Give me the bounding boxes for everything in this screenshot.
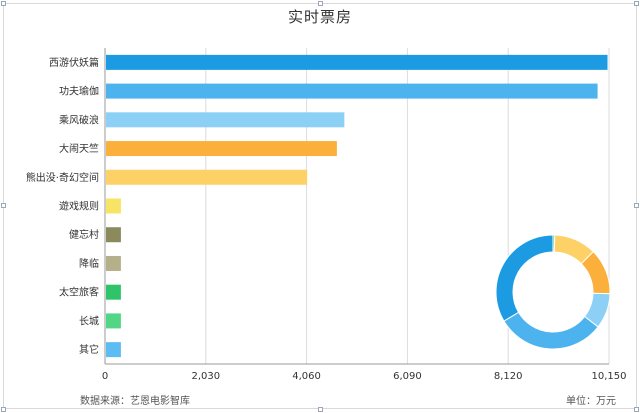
resize-handle[interactable] bbox=[1, 407, 6, 412]
x-tick-label: 4,060 bbox=[292, 371, 321, 382]
bar bbox=[106, 112, 345, 128]
category-label: 健忘村 bbox=[69, 228, 99, 241]
category-label: 大闹天竺 bbox=[59, 142, 99, 155]
category-label: 其它 bbox=[79, 343, 99, 356]
x-tick-label: 0 bbox=[102, 371, 108, 382]
resize-handle[interactable] bbox=[634, 1, 639, 6]
donut-slice bbox=[503, 311, 599, 350]
category-label: 功夫瑜伽 bbox=[59, 85, 99, 98]
x-tick-label: 10,150 bbox=[592, 371, 627, 382]
resize-handle[interactable] bbox=[318, 1, 323, 6]
data-source-note: 数据来源：艺恩电影智库 bbox=[80, 396, 190, 407]
resize-handle[interactable] bbox=[1, 1, 6, 6]
category-label: 降临 bbox=[79, 257, 99, 270]
donut-slice bbox=[495, 234, 554, 322]
x-tick-label: 8,120 bbox=[494, 371, 523, 382]
resize-handle[interactable] bbox=[634, 203, 639, 208]
resize-handle[interactable] bbox=[634, 407, 639, 412]
unit-note: 单位：万元 bbox=[566, 396, 616, 407]
bar bbox=[106, 284, 121, 300]
chart-title: 实时票房 bbox=[287, 8, 352, 26]
bar bbox=[106, 313, 121, 329]
category-label: 太空旅客 bbox=[59, 286, 99, 299]
bar bbox=[106, 54, 608, 70]
bar bbox=[106, 169, 308, 185]
category-label: 西游伏妖篇 bbox=[49, 56, 99, 69]
category-label: 熊出没·奇幻空间 bbox=[26, 171, 99, 184]
bar bbox=[106, 255, 121, 271]
bar bbox=[106, 141, 337, 157]
category-label: 遊戏规则 bbox=[59, 200, 99, 213]
x-tick-label: 2,030 bbox=[191, 371, 220, 382]
resize-handle[interactable] bbox=[1, 203, 6, 208]
category-label: 乘风破浪 bbox=[59, 113, 99, 126]
resize-handle[interactable] bbox=[318, 407, 323, 412]
category-label: 长城 bbox=[79, 315, 99, 327]
x-tick-label: 6,090 bbox=[393, 371, 422, 382]
bar bbox=[106, 198, 121, 214]
bar bbox=[106, 227, 121, 243]
bar bbox=[106, 342, 121, 358]
bar bbox=[106, 83, 598, 99]
